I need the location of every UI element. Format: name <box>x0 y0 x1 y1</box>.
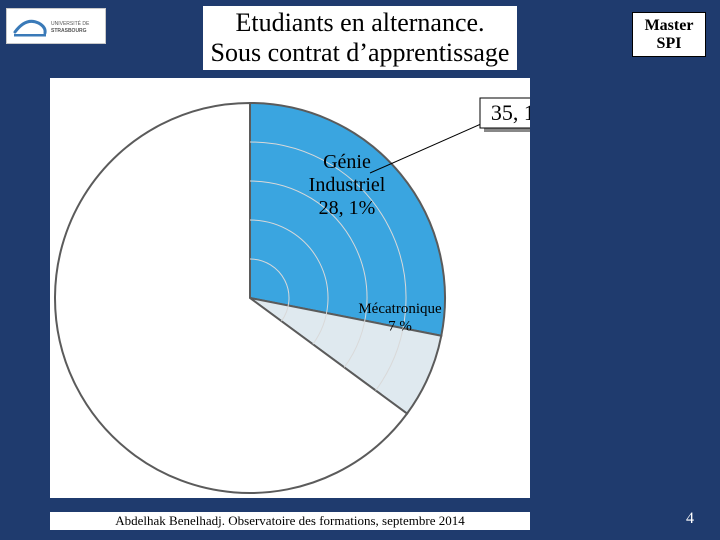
mecatronique_label-line-1: 7 % <box>388 318 412 334</box>
chart-area: 35, 1% GénieIndustriel28, 1% Mécatronique7… <box>50 78 530 498</box>
university-logo: UNIVERSITÉ DE STRASBOURG <box>6 8 106 44</box>
slide-root: UNIVERSITÉ DE STRASBOURG Etudiants en al… <box>0 0 720 540</box>
title-line-1: Etudiants en alternance. <box>233 8 486 37</box>
pie-chart: 35, 1% GénieIndustriel28, 1% Mécatronique7… <box>50 78 530 498</box>
corner-badge: Master SPI <box>632 12 706 57</box>
title-line-2: Sous contrat d’apprentissage <box>209 38 512 67</box>
genie_industriel_label-line-1: Industriel <box>309 174 386 196</box>
slide-title: Etudiants en alternance. Sous contrat d’… <box>120 6 600 70</box>
callout-leader <box>370 120 490 173</box>
page-number: 4 <box>686 510 694 528</box>
genie_industriel_label-line-2: 28, 1% <box>319 197 376 219</box>
callout-text: 35, 1% <box>491 100 530 125</box>
genie_industriel_label-line-0: Génie <box>323 151 371 173</box>
mecatronique_label-line-0: Mécatronique <box>358 301 442 317</box>
corner-line-2: SPI <box>635 35 703 53</box>
logo-svg: UNIVERSITÉ DE STRASBOURG <box>11 12 101 40</box>
corner-line-1: Master <box>635 17 703 35</box>
footer-text: Abdelhak Benelhadj. Observatoire des for… <box>50 512 530 530</box>
svg-text:UNIVERSITÉ DE: UNIVERSITÉ DE <box>51 20 90 27</box>
svg-text:STRASBOURG: STRASBOURG <box>51 28 87 34</box>
